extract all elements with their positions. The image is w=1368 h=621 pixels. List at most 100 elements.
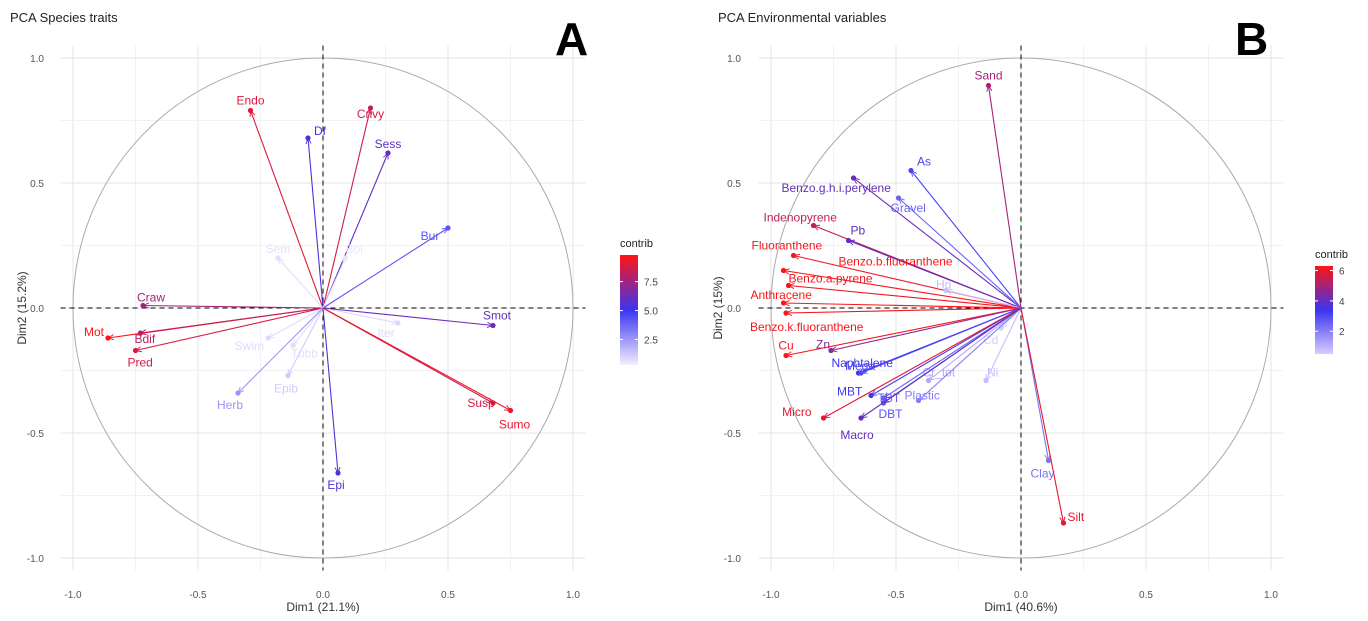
label-fluoranthene: Fluoranthene xyxy=(752,239,823,253)
arrow-ni xyxy=(985,307,1022,381)
label-micro: Micro xyxy=(782,405,812,419)
label-sumo: Sumo xyxy=(499,418,531,432)
arrow-bdif xyxy=(141,307,324,333)
panel-letter: B xyxy=(1235,13,1268,65)
point-sand xyxy=(985,82,992,89)
arrow-benzo-b-fluoranthene xyxy=(784,271,1022,309)
label-epi: Epi xyxy=(327,478,344,492)
label-bur: Bur xyxy=(421,229,440,243)
y-tick-label: -1.0 xyxy=(27,554,45,565)
point-ni xyxy=(983,377,989,384)
point-gravel xyxy=(895,195,902,201)
point-sem xyxy=(275,255,281,261)
label-benzo-a-pyrene: Benzo.a.pyrene xyxy=(789,272,873,286)
legend-title: contrib xyxy=(620,238,653,250)
point-mot xyxy=(105,335,111,341)
label-susp: Susp xyxy=(467,396,495,410)
label-hg: Hg xyxy=(936,278,951,292)
y-tick-label: 0.5 xyxy=(727,179,741,190)
point-hg xyxy=(943,287,949,294)
arrow-sem xyxy=(278,258,324,309)
label-pred: Pred xyxy=(128,356,153,370)
panel-title: PCA Species traits xyxy=(10,10,118,25)
point-as xyxy=(908,167,914,174)
point-craw xyxy=(140,302,146,309)
arrow-as xyxy=(911,171,1022,309)
x-tick-label: 1.0 xyxy=(566,590,580,601)
y-tick-label: 0.0 xyxy=(727,304,741,315)
x-axis-title: Dim1 (40.6%) xyxy=(984,600,1057,614)
label-iter: Iter xyxy=(377,326,394,340)
point-fluoranthene xyxy=(790,252,797,259)
x-tick-label: 0.5 xyxy=(1139,590,1153,601)
arrow-cnvy xyxy=(322,108,371,309)
arrow-tbt xyxy=(884,307,1022,398)
arrow-benzo-g-h-i-perylene xyxy=(854,178,1022,309)
panel-B: PCA Environmental variables B -1.0 -0.5 0.0 0… xyxy=(711,10,1348,614)
arrow-tubb xyxy=(293,307,324,346)
x-tick-label: 0.0 xyxy=(316,590,330,601)
arrow-epib xyxy=(288,307,324,376)
panel-title: PCA Environmental variables xyxy=(718,10,887,25)
legend-tick-label: 2 xyxy=(1339,327,1345,338)
point-epi xyxy=(335,470,341,476)
y-axis-title: Dim2 (15.2%) xyxy=(15,271,29,344)
arrow-sess xyxy=(322,153,388,309)
arrow-smot xyxy=(322,307,493,326)
label-benzo-b-fluoranthene: Benzo.b.fluoranthene xyxy=(839,255,953,269)
label-dbt: DBT xyxy=(879,407,904,421)
x-axis-title: Dim1 (21.1%) xyxy=(286,600,359,614)
label-cnvy: Cnvy xyxy=(357,107,384,121)
arrow-gravel xyxy=(899,198,1022,309)
legend-colorbar xyxy=(1315,266,1333,354)
point-benzo-k-fluoranthene xyxy=(783,310,789,316)
arrow-endo xyxy=(251,111,324,309)
point-swim xyxy=(265,335,271,341)
legend-tick-label: 2.5 xyxy=(644,336,658,347)
label-clay: Clay xyxy=(1031,467,1055,481)
point-herb xyxy=(235,390,241,396)
arrow-zn xyxy=(831,307,1022,351)
point-cu xyxy=(783,352,789,359)
legend-tick-label: 7.5 xyxy=(644,278,658,289)
variables: Sand As Benzo.g.h.i.perylene Gravel Indenopy… xyxy=(750,69,1085,526)
point-silt xyxy=(1060,520,1067,526)
legend-tick-label: 4 xyxy=(1339,297,1345,308)
label-anthracene: Anthracene xyxy=(751,288,813,302)
arrow-swim xyxy=(268,307,324,338)
point-pred xyxy=(132,347,139,354)
point-sess xyxy=(385,150,391,156)
x-tick-label: -0.5 xyxy=(887,590,905,601)
point-zn xyxy=(828,347,834,354)
label-plastic: Plastic xyxy=(905,389,940,403)
arrow-df xyxy=(308,138,324,309)
arrow-cu xyxy=(786,307,1022,356)
x-tick-label: -1.0 xyxy=(762,590,780,601)
arrow-plastic xyxy=(919,307,1022,401)
point-smot xyxy=(490,322,496,329)
label-benzo-g-h-i-perylene: Benzo.g.h.i.perylene xyxy=(782,181,892,195)
label-craw: Craw xyxy=(137,291,165,305)
arrow-sand xyxy=(989,86,1022,309)
point-df xyxy=(305,135,311,141)
label-herb: Herb xyxy=(217,398,243,412)
point-benzo-g-h-i-perylene xyxy=(850,175,857,181)
label-cr-tot: Cr_tot xyxy=(923,366,956,380)
point-benzo-b-fluoranthene xyxy=(780,267,787,274)
point-bdif xyxy=(137,330,144,336)
legend-tick-label: 5.0 xyxy=(644,307,658,318)
label-cd: Cd xyxy=(983,333,998,347)
point-mbt xyxy=(868,392,874,399)
arrow-epi xyxy=(322,307,338,473)
point-pb xyxy=(845,237,852,244)
point-micro xyxy=(820,415,827,421)
point-epib xyxy=(285,372,291,379)
variables: Endo Df Cnvy Sess Bur Sem Bol Craw Mot Bdif Pred Sw… xyxy=(84,94,531,493)
arrow-silt xyxy=(1020,307,1064,523)
label-ni: Ni xyxy=(987,366,998,380)
y-tick-label: 1.0 xyxy=(30,54,44,65)
x-tick-label: 1.0 xyxy=(1264,590,1278,601)
arrow-hg xyxy=(946,291,1022,309)
